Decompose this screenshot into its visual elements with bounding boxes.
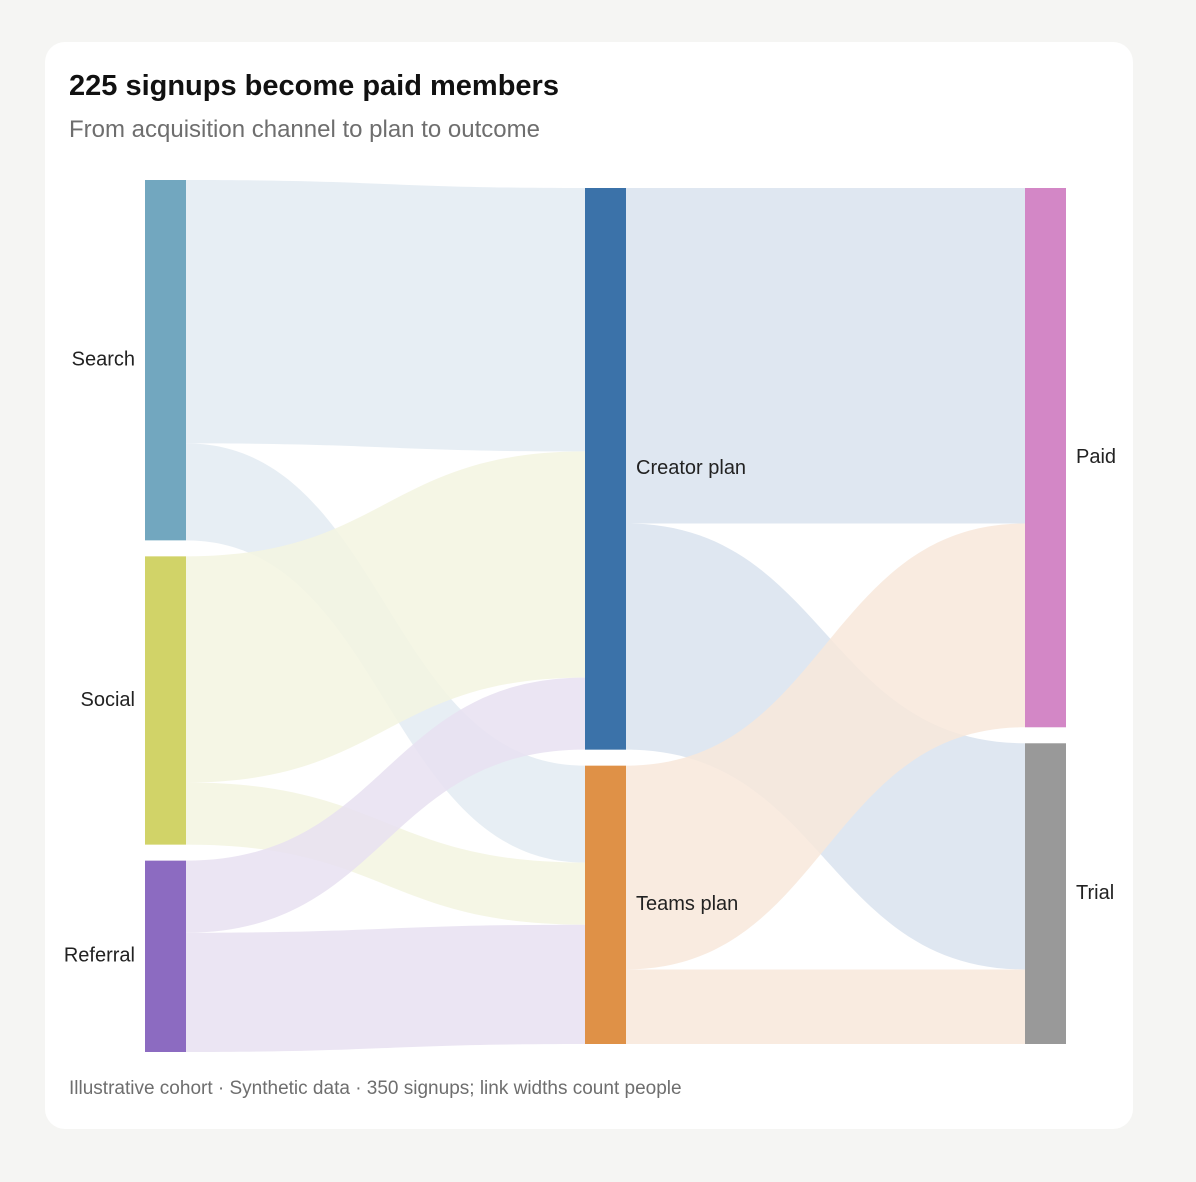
node-teams — [585, 765, 626, 1044]
node-search — [145, 180, 186, 541]
chart-title: 225 signups become paid members — [69, 70, 559, 102]
node-creator — [585, 188, 626, 750]
node-social — [145, 556, 186, 845]
node-trial — [1025, 743, 1066, 1044]
node-label-social: Social — [81, 689, 135, 711]
link-creator-to-paid — [626, 188, 1025, 524]
node-label-paid: Paid — [1076, 446, 1116, 468]
node-label-referral: Referral — [64, 945, 135, 967]
node-label-creator: Creator plan — [636, 457, 746, 479]
sankey-nodes — [145, 180, 1066, 1052]
link-social-to-teams — [186, 782, 585, 925]
node-label-search: Search — [72, 348, 135, 370]
sankey-labels: Search Social Referral Creator plan Teams pl… — [64, 348, 1116, 966]
node-label-teams: Teams plan — [636, 893, 738, 915]
link-referral-to-creator — [186, 677, 585, 933]
sankey-links — [186, 180, 1025, 1052]
chart-footnote: Illustrative cohort · Synthetic data · 3… — [69, 1078, 682, 1099]
link-teams-to-trial — [626, 969, 1025, 1044]
link-teams-to-paid — [626, 523, 1025, 970]
node-paid — [1025, 188, 1066, 728]
link-search-to-creator — [186, 180, 585, 452]
node-label-trial: Trial — [1076, 882, 1114, 904]
link-social-to-creator — [186, 451, 585, 783]
node-referral — [145, 860, 186, 1052]
link-referral-to-teams — [186, 924, 585, 1052]
chart-subtitle: From acquisition channel to plan to outc… — [69, 116, 540, 143]
